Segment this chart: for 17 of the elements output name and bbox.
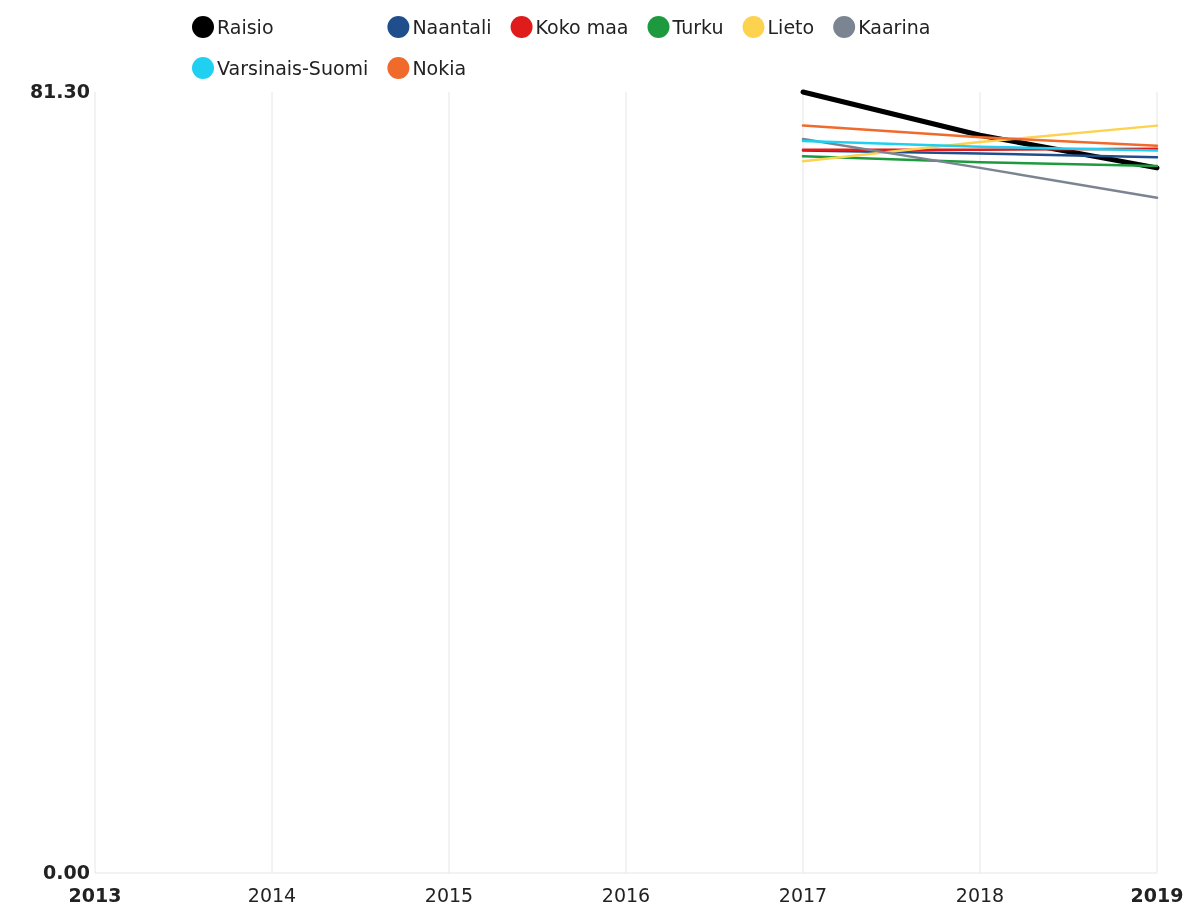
legend-label: Lieto <box>767 16 815 38</box>
x-tick-label: 2016 <box>601 884 651 906</box>
x-tick-label: 2013 <box>68 884 122 906</box>
legend-label: Raisio <box>217 16 274 38</box>
x-tick-label: 2018 <box>955 884 1005 906</box>
legend-label: Koko maa <box>535 16 629 38</box>
legend-label: Turku <box>671 16 724 38</box>
legend-label: Naantali <box>412 16 492 38</box>
x-tick-label: 2015 <box>424 884 474 906</box>
y-tick-label: 0.00 <box>43 861 90 883</box>
legend-label: Nokia <box>412 57 467 79</box>
legend-label: Varsinais-Suomi <box>217 57 369 79</box>
x-tick-label: 2014 <box>247 884 297 906</box>
x-tick-label: 2019 <box>1130 884 1184 906</box>
legend-label: Kaarina <box>858 16 931 38</box>
y-tick-label: 81.30 <box>29 80 90 102</box>
x-tick-label: 2017 <box>778 884 828 906</box>
